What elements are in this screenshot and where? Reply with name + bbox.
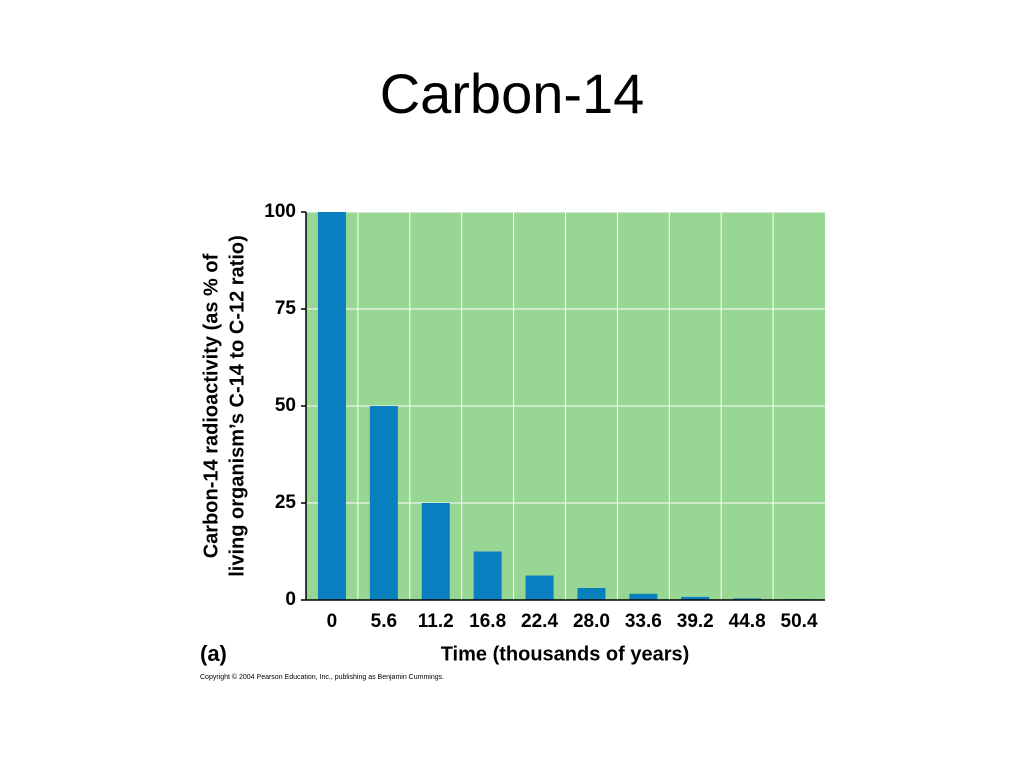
y-tick-label: 0 xyxy=(285,589,296,610)
y-tick-label: 100 xyxy=(264,201,296,222)
y-tick-label: 25 xyxy=(275,492,297,513)
bar xyxy=(733,598,762,600)
x-tick-label: 22.4 xyxy=(521,611,558,632)
bar xyxy=(681,596,710,600)
bar xyxy=(317,212,346,600)
bar xyxy=(369,406,398,600)
bar xyxy=(421,503,450,600)
bar xyxy=(473,551,502,600)
x-tick-label: 5.6 xyxy=(371,611,397,632)
bar xyxy=(577,587,606,600)
x-tick-label: 44.8 xyxy=(729,611,766,632)
bar xyxy=(629,593,658,600)
x-tick-label: 16.8 xyxy=(469,611,506,632)
panel-label: (a) xyxy=(200,641,227,666)
y-tick-label: 75 xyxy=(275,298,297,319)
bar xyxy=(525,575,554,600)
x-tick-label: 11.2 xyxy=(418,611,454,632)
x-tick-label: 0 xyxy=(327,611,338,632)
chart-title: Carbon-14 xyxy=(380,62,645,125)
x-tick-label: 50.4 xyxy=(781,611,818,632)
copyright: Copyright © 2004 Pearson Education, Inc.… xyxy=(200,673,444,681)
x-tick-label: 33.6 xyxy=(625,611,662,632)
x-axis-label: Time (thousands of years) xyxy=(441,643,690,665)
y-axis-label: Carbon-14 radioactivity (as % of xyxy=(200,253,222,558)
y-tick-label: 50 xyxy=(275,395,296,416)
x-tick-label: 28.0 xyxy=(573,611,610,632)
x-tick-label: 39.2 xyxy=(677,611,714,632)
y-axis-label: living organism’s C-14 to C-12 ratio) xyxy=(226,235,248,577)
